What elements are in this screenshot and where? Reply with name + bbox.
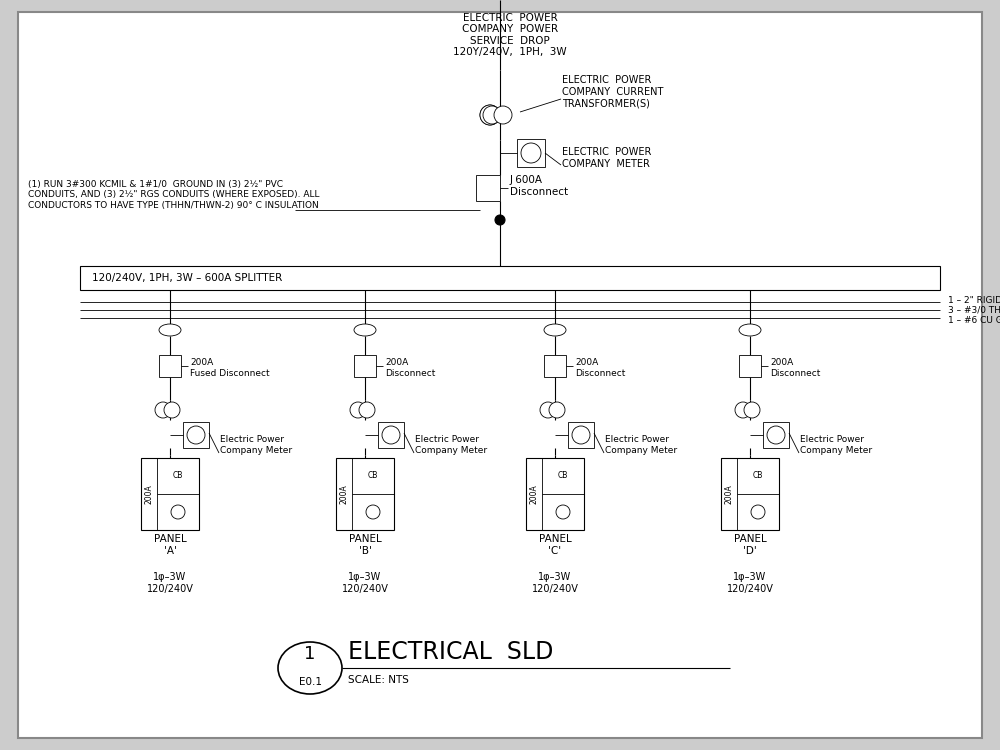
- Text: (1) RUN 3#300 KCMIL & 1#1/0  GROUND IN (3) 2½" PVC
CONDUITS, AND (3) 2½" RGS CON: (1) RUN 3#300 KCMIL & 1#1/0 GROUND IN (3…: [28, 180, 320, 210]
- Text: Electric Power
Company Meter: Electric Power Company Meter: [415, 435, 487, 454]
- Text: 200A
Disconnect: 200A Disconnect: [770, 358, 820, 378]
- Ellipse shape: [278, 642, 342, 694]
- Bar: [354, 355, 376, 377]
- Text: E0.1: E0.1: [298, 677, 322, 687]
- Text: PANEL
'D': PANEL 'D': [734, 534, 766, 556]
- Text: CB: CB: [558, 472, 568, 481]
- Bar: [739, 355, 761, 377]
- Circle shape: [480, 105, 500, 125]
- Circle shape: [572, 426, 590, 444]
- Text: SCALE: NTS: SCALE: NTS: [348, 675, 409, 685]
- FancyBboxPatch shape: [18, 12, 982, 738]
- Text: 200A: 200A: [144, 484, 154, 504]
- Circle shape: [483, 106, 501, 124]
- Circle shape: [155, 402, 171, 418]
- Bar: [526, 458, 584, 530]
- Text: 1φ–3W
120/240V: 1φ–3W 120/240V: [532, 572, 578, 593]
- Text: ELECTRIC  POWER
COMPANY  CURRENT
TRANSFORMER(S): ELECTRIC POWER COMPANY CURRENT TRANSFORM…: [562, 76, 663, 109]
- Bar: [721, 458, 779, 530]
- Bar: [544, 355, 566, 377]
- Text: 1: 1: [304, 645, 316, 663]
- Text: 200A: 200A: [340, 484, 349, 504]
- Text: 200A: 200A: [724, 484, 734, 504]
- Text: 200A
Disconnect: 200A Disconnect: [385, 358, 435, 378]
- Text: PANEL
'A': PANEL 'A': [154, 534, 186, 556]
- Circle shape: [751, 505, 765, 519]
- Bar: [80, 266, 940, 290]
- Bar: [763, 422, 789, 448]
- Text: ELECTRIC  POWER
COMPANY  POWER
SERVICE  DROP
120Y/240V,  1PH,  3W: ELECTRIC POWER COMPANY POWER SERVICE DRO…: [453, 13, 567, 58]
- Bar: [378, 422, 404, 448]
- Text: 1φ–3W
120/240V: 1φ–3W 120/240V: [727, 572, 773, 593]
- Text: Electric Power
Company Meter: Electric Power Company Meter: [220, 435, 292, 454]
- Bar: [183, 422, 209, 448]
- Circle shape: [164, 402, 180, 418]
- Text: 200A
Fused Disconnect: 200A Fused Disconnect: [190, 358, 270, 378]
- Circle shape: [366, 505, 380, 519]
- Bar: [476, 175, 500, 201]
- Bar: [517, 139, 545, 167]
- Bar: [568, 422, 594, 448]
- Circle shape: [549, 402, 565, 418]
- Circle shape: [744, 402, 760, 418]
- Bar: [141, 458, 199, 530]
- Ellipse shape: [354, 324, 376, 336]
- Text: PANEL
'B': PANEL 'B': [349, 534, 381, 556]
- Circle shape: [187, 426, 205, 444]
- Text: ELECTRICAL  SLD: ELECTRICAL SLD: [348, 640, 553, 664]
- Text: CB: CB: [753, 472, 763, 481]
- Circle shape: [735, 402, 751, 418]
- Text: PANEL
'C': PANEL 'C': [539, 534, 571, 556]
- Circle shape: [171, 505, 185, 519]
- Circle shape: [556, 505, 570, 519]
- Text: Electric Power
Company Meter: Electric Power Company Meter: [605, 435, 677, 454]
- Text: 200A
Disconnect: 200A Disconnect: [575, 358, 625, 378]
- Circle shape: [359, 402, 375, 418]
- Circle shape: [350, 402, 366, 418]
- Text: 1 – 2" RIGID/PVC
3 – #3/0 THHN CU
1 – #6 CU GND: 1 – 2" RIGID/PVC 3 – #3/0 THHN CU 1 – #6…: [948, 295, 1000, 325]
- Text: 200A: 200A: [530, 484, 538, 504]
- Text: 1φ–3W
120/240V: 1φ–3W 120/240V: [147, 572, 193, 593]
- Text: 120/240V, 1PH, 3W – 600A SPLITTER: 120/240V, 1PH, 3W – 600A SPLITTER: [92, 273, 282, 283]
- Bar: [159, 355, 181, 377]
- Circle shape: [494, 106, 512, 124]
- Ellipse shape: [159, 324, 181, 336]
- Circle shape: [382, 426, 400, 444]
- Circle shape: [495, 215, 505, 225]
- Text: Electric Power
Company Meter: Electric Power Company Meter: [800, 435, 872, 454]
- Ellipse shape: [739, 324, 761, 336]
- Circle shape: [767, 426, 785, 444]
- Ellipse shape: [544, 324, 566, 336]
- Circle shape: [540, 402, 556, 418]
- Text: ELECTRIC  POWER
COMPANY  METER: ELECTRIC POWER COMPANY METER: [562, 147, 651, 169]
- Text: J 600A
Disconnect: J 600A Disconnect: [510, 176, 568, 196]
- Circle shape: [480, 105, 500, 125]
- Circle shape: [521, 143, 541, 163]
- Text: CB: CB: [368, 472, 378, 481]
- Bar: [336, 458, 394, 530]
- Text: CB: CB: [173, 472, 183, 481]
- Text: 1φ–3W
120/240V: 1φ–3W 120/240V: [342, 572, 388, 593]
